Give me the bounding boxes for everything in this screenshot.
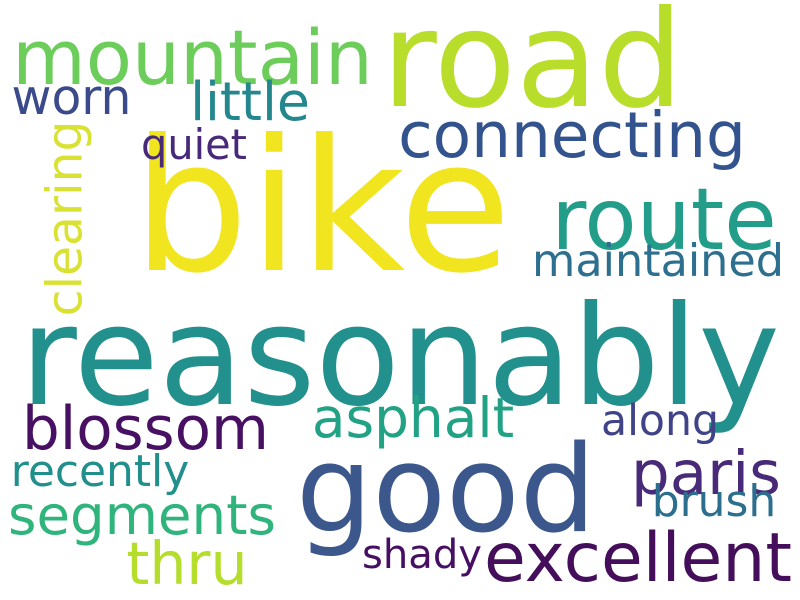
word-worn: worn [11,68,132,126]
word-excellent: excellent [484,519,792,599]
word-clearing: clearing [36,120,94,316]
word-maintained: maintained [532,235,784,287]
word-mountain: mountain [12,14,373,103]
word-shady: shady [362,531,482,578]
word-asphalt: asphalt [311,386,515,451]
word-road: road [381,0,684,138]
word-connecting: connecting [398,98,746,172]
word-blossom: blossom [22,395,269,465]
word-good: good [296,419,596,560]
word-thru: thru [126,529,248,598]
word-bike: bike [132,100,512,314]
word-route: route [551,171,777,271]
word-brush: brush [651,476,777,528]
word-quiet: quiet [141,120,247,170]
word-along: along [601,396,719,447]
word-segments: segments [8,483,276,548]
word-little: little [190,70,310,134]
word-reasonably: reasonably [20,275,780,437]
word-paris: paris [631,437,781,509]
word-recently: recently [10,446,190,498]
